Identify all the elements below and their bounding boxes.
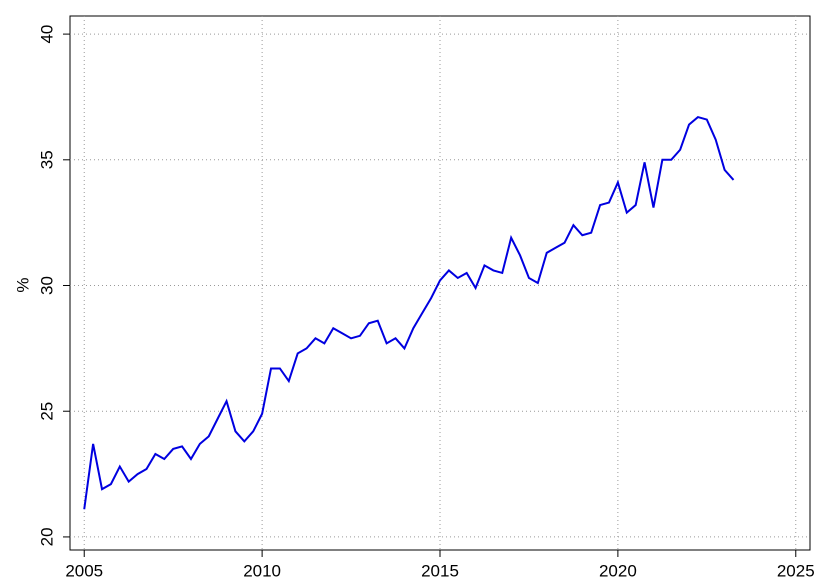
y-tick-label: 35	[37, 150, 56, 169]
y-tick-label: 25	[37, 402, 56, 421]
data-line	[83, 115, 735, 510]
y-axis-label: %	[13, 277, 32, 292]
x-tick-label: 2015	[421, 561, 459, 579]
y-tick-label: 30	[37, 276, 56, 295]
x-tick-label: 2025	[777, 561, 815, 579]
x-tick-label: 2020	[599, 561, 637, 579]
x-tick-label: 2010	[243, 561, 281, 579]
x-tick-label: 2005	[65, 561, 103, 579]
y-tick-label: 40	[37, 25, 56, 44]
y-tick-label: 20	[37, 527, 56, 546]
